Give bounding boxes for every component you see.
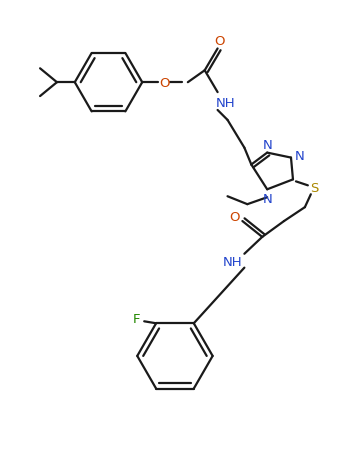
Text: N: N [262, 192, 272, 205]
Text: O: O [214, 35, 225, 48]
Text: O: O [229, 210, 240, 223]
Text: O: O [159, 77, 169, 89]
Text: N: N [295, 150, 305, 163]
Text: NH: NH [216, 97, 235, 109]
Text: S: S [311, 181, 319, 194]
Text: NH: NH [223, 256, 242, 269]
Text: N: N [262, 139, 272, 152]
Text: F: F [132, 312, 140, 325]
